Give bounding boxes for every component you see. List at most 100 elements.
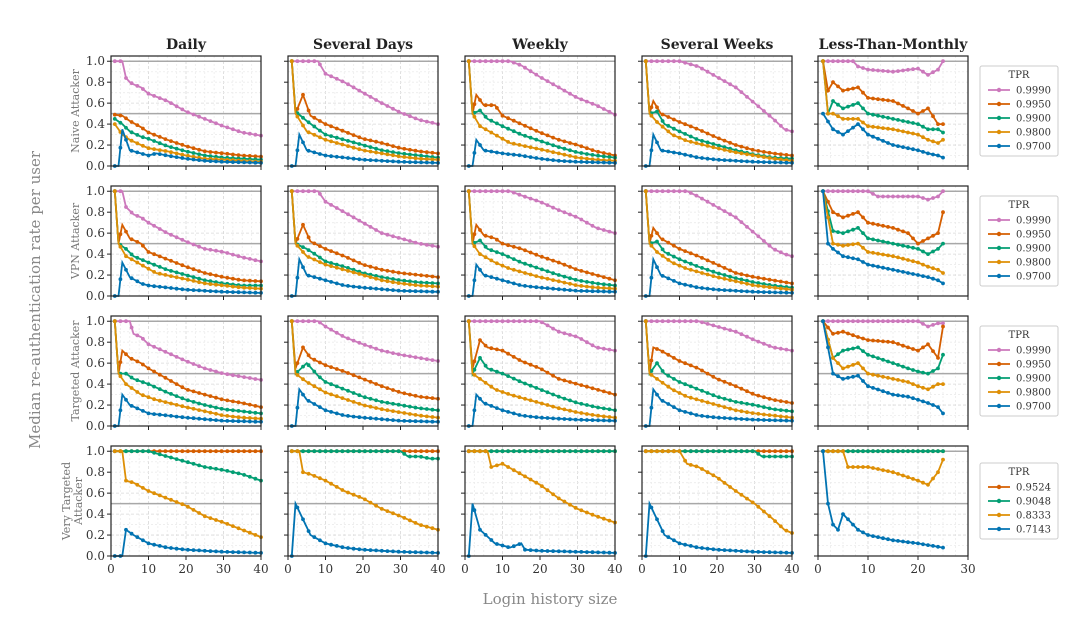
data-point: [408, 279, 412, 284]
data-point: [911, 396, 915, 401]
data-point: [180, 287, 185, 292]
data-point: [483, 255, 488, 260]
data-point: [856, 373, 860, 378]
data-point: [596, 514, 600, 519]
data-point: [186, 449, 190, 454]
data-point: [836, 449, 840, 454]
data-point: [312, 150, 317, 155]
data-point: [891, 254, 895, 259]
data-point: [391, 351, 395, 355]
data-point: [941, 321, 945, 326]
x-axis-title: Login history size: [483, 590, 618, 608]
data-point: [717, 271, 721, 276]
data-point: [124, 76, 128, 80]
data-point: [157, 265, 162, 269]
data-point: [871, 534, 875, 538]
data-point: [413, 116, 418, 121]
data-point: [472, 232, 477, 237]
data-point: [419, 413, 423, 418]
data-point: [694, 155, 699, 160]
data-point: [931, 544, 935, 548]
data-point: [705, 267, 710, 272]
data-point: [174, 261, 179, 265]
data-point: [306, 189, 311, 194]
data-point: [219, 371, 224, 375]
data-point: [700, 196, 704, 201]
x-tick-label: 40: [253, 562, 268, 576]
data-point: [607, 518, 612, 523]
data-point: [301, 245, 305, 250]
data-point: [402, 516, 407, 520]
data-point: [295, 59, 300, 64]
data-point: [346, 414, 350, 418]
data-point: [683, 122, 687, 127]
data-point: [340, 137, 345, 142]
data-point: [841, 319, 845, 324]
data-point: [135, 240, 140, 244]
data-point: [891, 470, 895, 475]
series-line: [644, 61, 793, 160]
data-point: [683, 449, 687, 454]
data-point: [208, 279, 213, 284]
data-point: [351, 391, 356, 395]
panel: [461, 315, 617, 430]
data-point: [489, 59, 494, 64]
data-point: [773, 413, 777, 418]
data-point: [911, 147, 915, 152]
data-point: [717, 206, 721, 210]
data-point: [489, 346, 494, 351]
data-point: [346, 139, 350, 143]
data-point: [323, 153, 328, 158]
y-tick-label: 0.8: [86, 335, 105, 349]
data-point: [705, 371, 710, 376]
data-point: [318, 387, 322, 392]
data-point: [585, 510, 589, 515]
data-point: [112, 112, 117, 117]
data-point: [236, 409, 241, 413]
data-point: [163, 143, 168, 148]
data-point: [733, 271, 738, 275]
data-point: [146, 250, 151, 254]
data-point: [247, 419, 252, 424]
data-point: [466, 449, 471, 454]
data-point: [219, 418, 224, 423]
data-point: [705, 286, 710, 291]
data-point: [551, 286, 555, 291]
data-point: [728, 548, 732, 553]
data-point: [374, 139, 378, 144]
data-point: [483, 343, 488, 348]
data-point: [767, 418, 772, 422]
data-point: [231, 524, 235, 528]
data-point: [323, 449, 328, 454]
y-tick-label: 0.6: [86, 226, 105, 240]
data-point: [323, 408, 328, 413]
data-point: [534, 265, 539, 270]
data-point: [649, 243, 654, 248]
data-point: [351, 270, 356, 275]
data-point: [756, 504, 761, 509]
data-point: [534, 72, 539, 77]
data-point: [424, 154, 429, 159]
legend-title: TPR: [1009, 70, 1030, 81]
data-point: [700, 399, 704, 403]
legend-marker: [996, 245, 1002, 251]
data-point: [323, 132, 328, 137]
data-point: [666, 189, 671, 194]
data-point: [705, 322, 710, 326]
data-point: [773, 449, 777, 454]
data-point: [683, 249, 687, 254]
data-point: [688, 463, 693, 467]
data-point: [424, 157, 429, 162]
data-point: [841, 449, 845, 454]
data-point: [861, 189, 865, 194]
data-point: [545, 488, 550, 493]
data-point: [568, 417, 572, 422]
data-point: [896, 144, 900, 149]
data-point: [329, 134, 333, 139]
data-point: [391, 418, 395, 422]
data-point: [871, 134, 875, 139]
data-point: [579, 550, 584, 554]
data-point: [357, 147, 362, 152]
data-point: [881, 468, 885, 472]
data-point: [253, 533, 258, 537]
